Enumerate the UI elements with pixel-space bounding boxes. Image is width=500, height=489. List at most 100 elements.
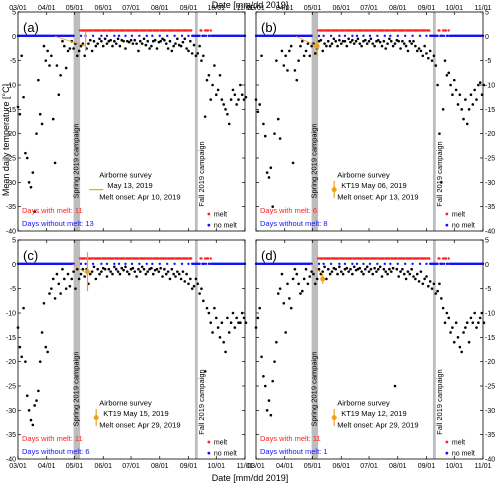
- temperature-point: [380, 44, 384, 48]
- temperature-point: [328, 272, 332, 276]
- y-tick-label-left: -20: [6, 131, 16, 138]
- temperature-point: [196, 282, 200, 286]
- temperature-point: [304, 267, 308, 271]
- temperature-point: [389, 39, 393, 43]
- temperature-point: [140, 265, 144, 269]
- temperature-point: [458, 93, 462, 97]
- temperature-point: [269, 166, 273, 170]
- y-tick-label-left: 0: [12, 34, 16, 41]
- temperature-point: [81, 42, 85, 45]
- temperature-point: [174, 42, 177, 45]
- temperature-point: [391, 44, 395, 48]
- temperature-point: [282, 64, 286, 67]
- temperature-point: [55, 272, 59, 276]
- temperature-point: [92, 39, 96, 43]
- melt-point: [206, 29, 210, 32]
- panel-d: 03/01 04/01 05/01 06/01 07/01 08/01 09/01 10/01…: [247, 238, 495, 471]
- no-melt-point: [425, 34, 428, 38]
- temperature-point: [465, 321, 469, 325]
- temperature-point: [313, 282, 317, 286]
- airborne-survey-title: Airborne survey: [99, 170, 152, 179]
- no-melt-point: [441, 34, 444, 38]
- temperature-point: [267, 399, 271, 402]
- temperature-point: [275, 59, 278, 62]
- temperature-point: [144, 43, 148, 47]
- melt-point: [190, 257, 193, 260]
- no-melt-point: [187, 34, 190, 38]
- temperature-point: [107, 267, 111, 271]
- temperature-point: [63, 277, 66, 281]
- temperature-point: [351, 272, 354, 276]
- x-tick-label-top: 06/01: [94, 5, 112, 12]
- temperature-point: [185, 47, 188, 50]
- temperature-point: [79, 272, 83, 276]
- temperature-point: [33, 404, 36, 407]
- temperature-point: [323, 42, 326, 45]
- temperature-point: [397, 275, 400, 278]
- temperature-point: [44, 345, 48, 349]
- temperature-point: [427, 56, 430, 60]
- temperature-point: [417, 280, 421, 283]
- x-tick-label-top: 11/01: [475, 5, 492, 12]
- legend-melt-label: melt: [452, 439, 465, 446]
- melt-point: [99, 257, 102, 260]
- temperature-point: [388, 267, 391, 271]
- temperature-point: [299, 292, 302, 295]
- no-melt-point: [343, 34, 347, 38]
- temperature-point: [40, 331, 44, 334]
- survey-date-label: May 13, 2019: [107, 181, 152, 190]
- no-melt-point: [180, 262, 184, 266]
- melt-point: [90, 257, 94, 260]
- melt-point: [150, 257, 153, 260]
- temperature-point: [438, 132, 441, 135]
- temperature-point: [113, 265, 116, 269]
- temperature-point: [423, 44, 426, 48]
- temperature-point: [207, 73, 211, 77]
- temperature-point: [226, 112, 229, 116]
- airborne-survey-title: Airborne survey: [337, 170, 390, 179]
- y-tick-label-right: -30: [485, 408, 495, 415]
- temperature-point: [417, 47, 421, 50]
- temperature-point: [68, 284, 72, 288]
- temperature-point: [35, 399, 38, 402]
- temperature-point: [377, 267, 380, 271]
- melt-point: [342, 257, 346, 260]
- temperature-point: [349, 40, 352, 44]
- melt-point: [104, 29, 108, 32]
- temperature-point: [59, 292, 62, 295]
- temperature-point: [96, 267, 99, 271]
- temperature-point: [415, 272, 419, 276]
- temperature-point: [341, 272, 345, 276]
- temperature-point: [116, 270, 120, 273]
- temperature-point: [109, 38, 112, 42]
- temperature-point: [127, 40, 131, 44]
- temperature-point: [260, 54, 263, 58]
- temperature-point: [371, 42, 375, 45]
- days-without-melt-label: Days without melt: 6: [22, 447, 90, 456]
- temperature-point: [349, 267, 352, 271]
- x-tick-label-top: 04/01: [38, 5, 56, 12]
- y-tick-label-right: -5: [485, 286, 491, 293]
- fall-campaign-band: [432, 240, 436, 459]
- temperature-point: [428, 280, 432, 283]
- temperature-point: [46, 49, 49, 53]
- no-melt-point: [446, 34, 449, 38]
- temperature-point: [100, 39, 103, 43]
- temperature-point: [288, 49, 291, 53]
- temperature-point: [224, 108, 227, 111]
- no-melt-point: [376, 34, 379, 38]
- spring-campaign-band: [311, 240, 319, 459]
- temperature-point: [189, 39, 192, 43]
- x-tick-label-bottom: 03/01: [247, 463, 265, 470]
- temperature-point: [133, 270, 137, 273]
- temperature-point: [291, 161, 295, 165]
- melt-point: [206, 257, 210, 260]
- temperature-point: [192, 43, 196, 47]
- temperature-point: [207, 311, 211, 315]
- temperature-point: [410, 267, 413, 271]
- spring-campaign-label: Spring 2019 campaign: [310, 351, 319, 426]
- temperature-point: [293, 267, 297, 271]
- no-melt-point: [173, 262, 176, 266]
- temperature-point: [267, 176, 271, 179]
- temperature-point: [137, 49, 140, 53]
